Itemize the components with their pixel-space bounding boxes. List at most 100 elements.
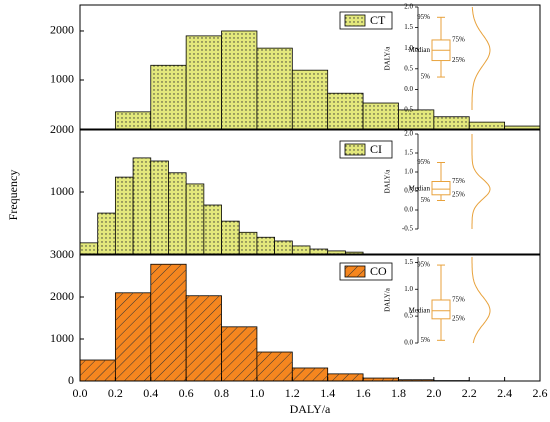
inset-y-label: DALY/a [384, 169, 392, 194]
bar [327, 373, 364, 382]
bar [97, 212, 116, 255]
inset-y-label: DALY/a [384, 46, 392, 71]
inset-y-tick-label: 1.5 [404, 23, 413, 31]
x-tick-label: 0.0 [73, 386, 88, 400]
bar [238, 231, 258, 255]
density-curve [471, 6, 491, 110]
bar [203, 204, 222, 255]
legend-label: CI [370, 142, 382, 156]
x-tick-label: 1.8 [391, 386, 406, 400]
bar [291, 245, 311, 255]
inset-y-tick-label: -0.5 [402, 106, 414, 114]
y-tick-label: 1000 [50, 331, 74, 345]
inset-y-tick-label: 0.0 [404, 85, 413, 93]
y-axis-label: Frequency [6, 170, 20, 221]
bar [150, 160, 169, 255]
inset-y-tick-label: -0.5 [402, 225, 414, 233]
percentile-label: Median [409, 46, 431, 54]
bar [114, 292, 152, 382]
percentile-label: 25% [452, 314, 465, 322]
percentile-label: 5% [421, 336, 431, 344]
bar [185, 35, 222, 130]
bar [185, 183, 205, 255]
inset-y-tick-label: 0.0 [404, 339, 413, 347]
bar [114, 176, 134, 255]
bar [291, 367, 329, 382]
percentile-label: 95% [417, 158, 430, 166]
density-curve [471, 257, 491, 344]
bar [114, 111, 152, 130]
percentile-label: 75% [452, 36, 465, 44]
y-tick-label: 0 [68, 373, 74, 387]
legend-swatch-pattern [345, 15, 365, 26]
box [431, 181, 451, 196]
panel-frame [79, 254, 541, 382]
x-axis-label: DALY/a [290, 402, 331, 416]
x-tick-label: 1.0 [249, 386, 264, 400]
inset-y-tick-label: 1.5 [404, 149, 413, 157]
percentile-label: 5% [421, 73, 431, 81]
bar [185, 295, 222, 382]
y-tick-label: 2000 [50, 289, 74, 303]
bar [221, 220, 240, 255]
legend-swatch-pattern [345, 266, 365, 277]
x-tick-label: 2.0 [426, 386, 441, 400]
bar [221, 326, 258, 382]
bar [291, 69, 329, 130]
inset-y-tick-label: 0.5 [404, 187, 413, 195]
bar [362, 102, 399, 130]
x-tick-label: 1.2 [285, 386, 300, 400]
x-tick-label: 0.8 [214, 386, 229, 400]
bar [79, 359, 116, 382]
percentile-label: 25% [452, 190, 465, 198]
x-tick-label: 0.4 [143, 386, 158, 400]
inset-y-label: DALY/a [384, 287, 392, 312]
percentile-label: 95% [417, 261, 430, 269]
legend-label: CT [370, 13, 386, 27]
bar [433, 116, 470, 130]
y-tick-label: 3000 [50, 247, 74, 261]
x-tick-label: 2.2 [462, 386, 477, 400]
bar [309, 248, 329, 255]
x-tick-label: 2.6 [533, 386, 548, 400]
percentile-label: 25% [452, 56, 465, 64]
bar [256, 47, 293, 130]
bar [168, 172, 187, 255]
inset-y-tick-label: 1.0 [404, 168, 413, 176]
inset-y-tick-label: 2.0 [404, 3, 413, 11]
bar [327, 92, 364, 130]
x-tick-label: 1.4 [320, 386, 335, 400]
percentile-label: 95% [417, 13, 430, 21]
y-tick-label: 1000 [50, 72, 74, 86]
bar [256, 351, 293, 382]
bar [274, 240, 293, 255]
x-tick-label: 1.6 [356, 386, 371, 400]
legend-label: CO [370, 264, 387, 278]
inset-y-tick-label: 2.0 [404, 130, 413, 138]
inset-y-tick-label: 1.5 [404, 258, 413, 266]
box [431, 299, 451, 320]
inset-y-tick-label: 1.0 [404, 285, 413, 293]
inset-y-tick-label: 1.0 [404, 44, 413, 52]
y-tick-label: 1000 [50, 184, 74, 198]
panel-frame [79, 4, 541, 130]
y-tick-label: 2000 [50, 122, 74, 136]
bar [79, 242, 99, 255]
y-tick-label: 2000 [50, 23, 74, 37]
inset-y-tick-label: 0.5 [404, 64, 413, 72]
x-tick-label: 0.2 [108, 386, 123, 400]
percentile-label: 75% [452, 177, 465, 185]
percentile-label: Median [409, 306, 431, 314]
density-curve [471, 134, 491, 229]
inset-y-tick-label: 0.5 [404, 312, 413, 320]
bar [468, 121, 506, 130]
percentile-label: 5% [421, 196, 431, 204]
percentile-label: Median [409, 185, 431, 193]
bar [256, 236, 276, 255]
bar [132, 157, 152, 255]
bar [221, 30, 258, 130]
x-tick-label: 0.6 [179, 386, 194, 400]
inset-y-tick-label: 0.0 [404, 206, 413, 214]
legend-swatch-pattern [345, 144, 365, 155]
